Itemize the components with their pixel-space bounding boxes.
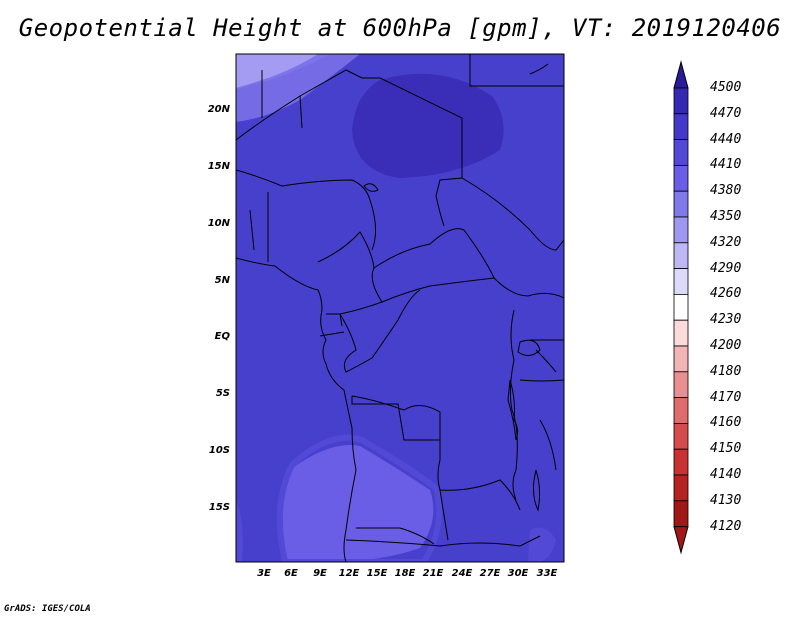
lon-label-12e: 12E [338, 568, 360, 579]
colorbar-bottom-arrow [673, 526, 689, 555]
lat-label-5s: 5S [215, 388, 230, 399]
lat-label-20n: 20N [207, 104, 230, 115]
colorbar-segment [673, 319, 689, 347]
colorbar-level-label: 4180 [710, 363, 742, 379]
lat-label-15s: 15S [208, 502, 230, 513]
colorbar-level-label: 4170 [710, 389, 742, 405]
car-south-border [381, 277, 529, 303]
colorbar-segment [673, 345, 689, 373]
colorbar [673, 60, 689, 555]
contour-4470-region [352, 73, 504, 178]
colorbar-level-label: 4410 [710, 157, 742, 173]
colorbar-segment [673, 422, 689, 450]
angola-border [351, 396, 521, 511]
gabon-border [319, 313, 345, 337]
colorbar-segment [673, 242, 689, 270]
colorbar-segment [673, 397, 689, 424]
drc-west-border [351, 395, 441, 491]
map-title: Geopotential Height at 600hPa [gpm], VT:… [18, 14, 782, 42]
colorbar-segment [673, 87, 689, 115]
sudan-border [435, 177, 564, 251]
colorbar-segment [673, 448, 689, 476]
congo-border [339, 289, 421, 373]
drc-east-border [509, 309, 518, 501]
contour-4380-south [281, 445, 434, 562]
lat-label-15n: 15N [207, 161, 230, 172]
colorbar-level-label: 4380 [710, 183, 742, 199]
lon-label-6e: 6E [284, 568, 298, 579]
colorbar-segment [673, 500, 689, 527]
lon-label-24e: 24E [451, 568, 473, 579]
colorbar-level-label: 4320 [710, 234, 742, 250]
colorbar-segment [673, 371, 689, 398]
grads-credit: GrADS: IGES/COLA [4, 604, 91, 614]
map-frame [235, 53, 565, 563]
contour-4410-edge [276, 434, 443, 562]
lon-label-3e: 3E [257, 568, 271, 579]
colorbar-level-label: 4500 [710, 80, 742, 95]
colorbar-level-label: 4200 [710, 338, 742, 353]
contour-4320-inner [236, 54, 318, 88]
lon-label-15e: 15E [366, 568, 388, 579]
colorbar-level-label: 4290 [710, 260, 742, 276]
colorbar-level-label: 4470 [710, 105, 742, 121]
lake-malawi [533, 469, 541, 512]
colorbar-segment [673, 474, 689, 502]
lon-label-30e: 30E [507, 568, 529, 579]
map-plot-area [236, 54, 564, 562]
colorbar-level-label: 4160 [710, 415, 742, 431]
colorbar-segment [673, 190, 689, 218]
east-africa-borders [519, 292, 564, 471]
lon-label-33e: 33E [536, 568, 558, 579]
car-north-border [373, 228, 495, 279]
nigeria-north-border [236, 169, 376, 251]
contour-4410-sw [236, 500, 243, 562]
colorbar-level-label: 4440 [710, 131, 742, 147]
lat-label-10n: 10N [207, 218, 230, 229]
lake-tanganyika [507, 379, 519, 441]
lake-victoria [517, 339, 541, 356]
southern-border [345, 535, 541, 547]
colorbar-segment [673, 293, 689, 321]
colorbar-level-label: 4350 [710, 209, 742, 224]
colorbar-level-label: 4260 [710, 286, 742, 302]
nigeria-west-border [249, 192, 269, 262]
lat-label-10s: 10S [208, 445, 230, 456]
colorbar-segment [673, 268, 689, 295]
west-african-coastline [236, 257, 357, 562]
colorbar-segment [673, 216, 689, 244]
lon-label-9e: 9E [313, 568, 327, 579]
colorbar-level-label: 4150 [710, 441, 742, 457]
country-borders [236, 54, 564, 562]
lon-label-27e: 27E [479, 568, 501, 579]
colorbar-segment [673, 164, 689, 192]
sahel-border [261, 70, 303, 129]
cameroon-border [317, 231, 383, 315]
contour-4410-se [528, 527, 556, 562]
red-sea-coast [469, 54, 564, 87]
lat-label-eq: EQ [214, 331, 230, 342]
northern-border-line [236, 69, 463, 197]
zambia-border [356, 489, 449, 545]
colorbar-segment [673, 113, 689, 141]
colorbar-level-label: 4230 [710, 312, 742, 328]
lon-label-18e: 18E [394, 568, 416, 579]
colorbar-top-arrow [673, 60, 689, 89]
lon-label-21e: 21E [422, 568, 444, 579]
colorbar-level-label: 4120 [710, 518, 742, 534]
colorbar-segment [673, 139, 689, 166]
lake-chad [363, 183, 379, 192]
lat-label-5n: 5N [214, 275, 230, 286]
colorbar-level-label: 4140 [710, 467, 742, 482]
colorbar-level-label: 4130 [710, 492, 742, 508]
